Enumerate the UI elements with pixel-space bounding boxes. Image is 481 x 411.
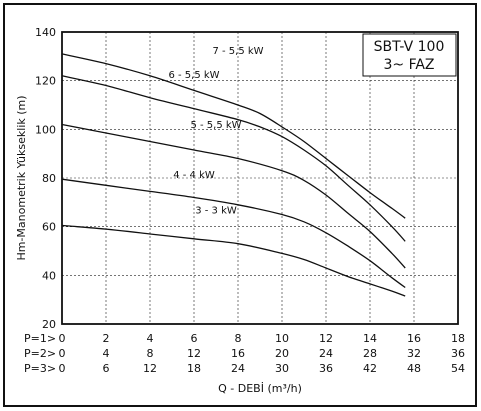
y-tick-label: 80 [42, 172, 56, 185]
series-label: 3 - 3 kW [195, 205, 237, 216]
series-labels: 7 - 5,5 kW 6 - 5,5 kW 5 - 5,5 kW 4 - 4 kW 3 … [168, 46, 263, 216]
series-line [61, 224, 406, 297]
x-tick-label: 0 [59, 332, 66, 345]
x-tick-label: 0 [59, 347, 66, 360]
x-tick-label: 6 [191, 332, 198, 345]
y-tick-label: 60 [42, 221, 56, 234]
curves [61, 53, 406, 297]
y-ticks: 20 40 60 80 100 120 140 [35, 26, 56, 331]
x-tick-label: 18 [451, 332, 465, 345]
y-tick-label: 100 [35, 123, 56, 136]
x-tick-label: 20 [275, 347, 289, 360]
series-label: 7 - 5,5 kW [212, 46, 263, 57]
model-subtitle: 3~ FAZ [383, 57, 434, 73]
x-tick-label: 8 [235, 332, 242, 345]
x-tick-label: 10 [275, 332, 289, 345]
x-tick-label: 6 [103, 362, 110, 375]
y-tick-label: 120 [35, 75, 56, 88]
x-tick-label: 4 [147, 332, 154, 345]
x-scale-label: P=2> [24, 347, 56, 360]
x-tick-label: 16 [231, 347, 245, 360]
x-tick-label: 32 [407, 347, 421, 360]
x-tick-label: 42 [363, 362, 377, 375]
x-axis-label: Q - DEBİ (m³/h) [218, 382, 302, 395]
x-scale-label: P=3> [24, 362, 56, 375]
y-tick-label: 20 [42, 318, 56, 331]
x-tick-label: 36 [319, 362, 333, 375]
x-tick-label: 0 [59, 362, 66, 375]
x-tick-label: 48 [407, 362, 421, 375]
x-tick-label: 14 [363, 332, 377, 345]
series-line [61, 123, 406, 269]
x-tick-label: 12 [319, 332, 333, 345]
series-label: 5 - 5,5 kW [190, 120, 241, 131]
x-tick-label: 30 [275, 362, 289, 375]
x-tick-label: 8 [147, 347, 154, 360]
y-axis-label: Hm-Manometrik Yükseklik (m) [15, 95, 28, 260]
x-tick-label: 12 [143, 362, 157, 375]
series-line [61, 53, 406, 219]
x-tick-label: 2 [103, 332, 110, 345]
x-tick-label: 18 [187, 362, 201, 375]
series-line [61, 75, 406, 242]
x-tick-label: 24 [319, 347, 333, 360]
x-tick-label: 28 [363, 347, 377, 360]
plot-frame [61, 31, 459, 325]
x-tick-rows: P=1> 0 2 4 6 8 10 12 14 16 18P=2> 0 4 8 12 16 20 24 28 32 36… [24, 332, 465, 375]
x-tick-label: 12 [187, 347, 201, 360]
model-box-frame [362, 33, 457, 77]
model-box: SBT-V 100 3~ FAZ [362, 33, 457, 77]
series-label: 6 - 5,5 kW [168, 70, 219, 81]
x-tick-label: 54 [451, 362, 465, 375]
x-tick-label: 24 [231, 362, 245, 375]
y-tick-label: 40 [42, 269, 56, 282]
model-title: SBT-V 100 [374, 39, 445, 55]
grid [62, 32, 458, 324]
x-tick-label: 36 [451, 347, 465, 360]
x-tick-label: 4 [103, 347, 110, 360]
series-line [61, 178, 406, 289]
series-label: 4 - 4 kW [173, 170, 215, 181]
x-tick-label: 16 [407, 332, 421, 345]
x-scale-label: P=1> [24, 332, 56, 345]
y-tick-label: 140 [35, 26, 56, 39]
